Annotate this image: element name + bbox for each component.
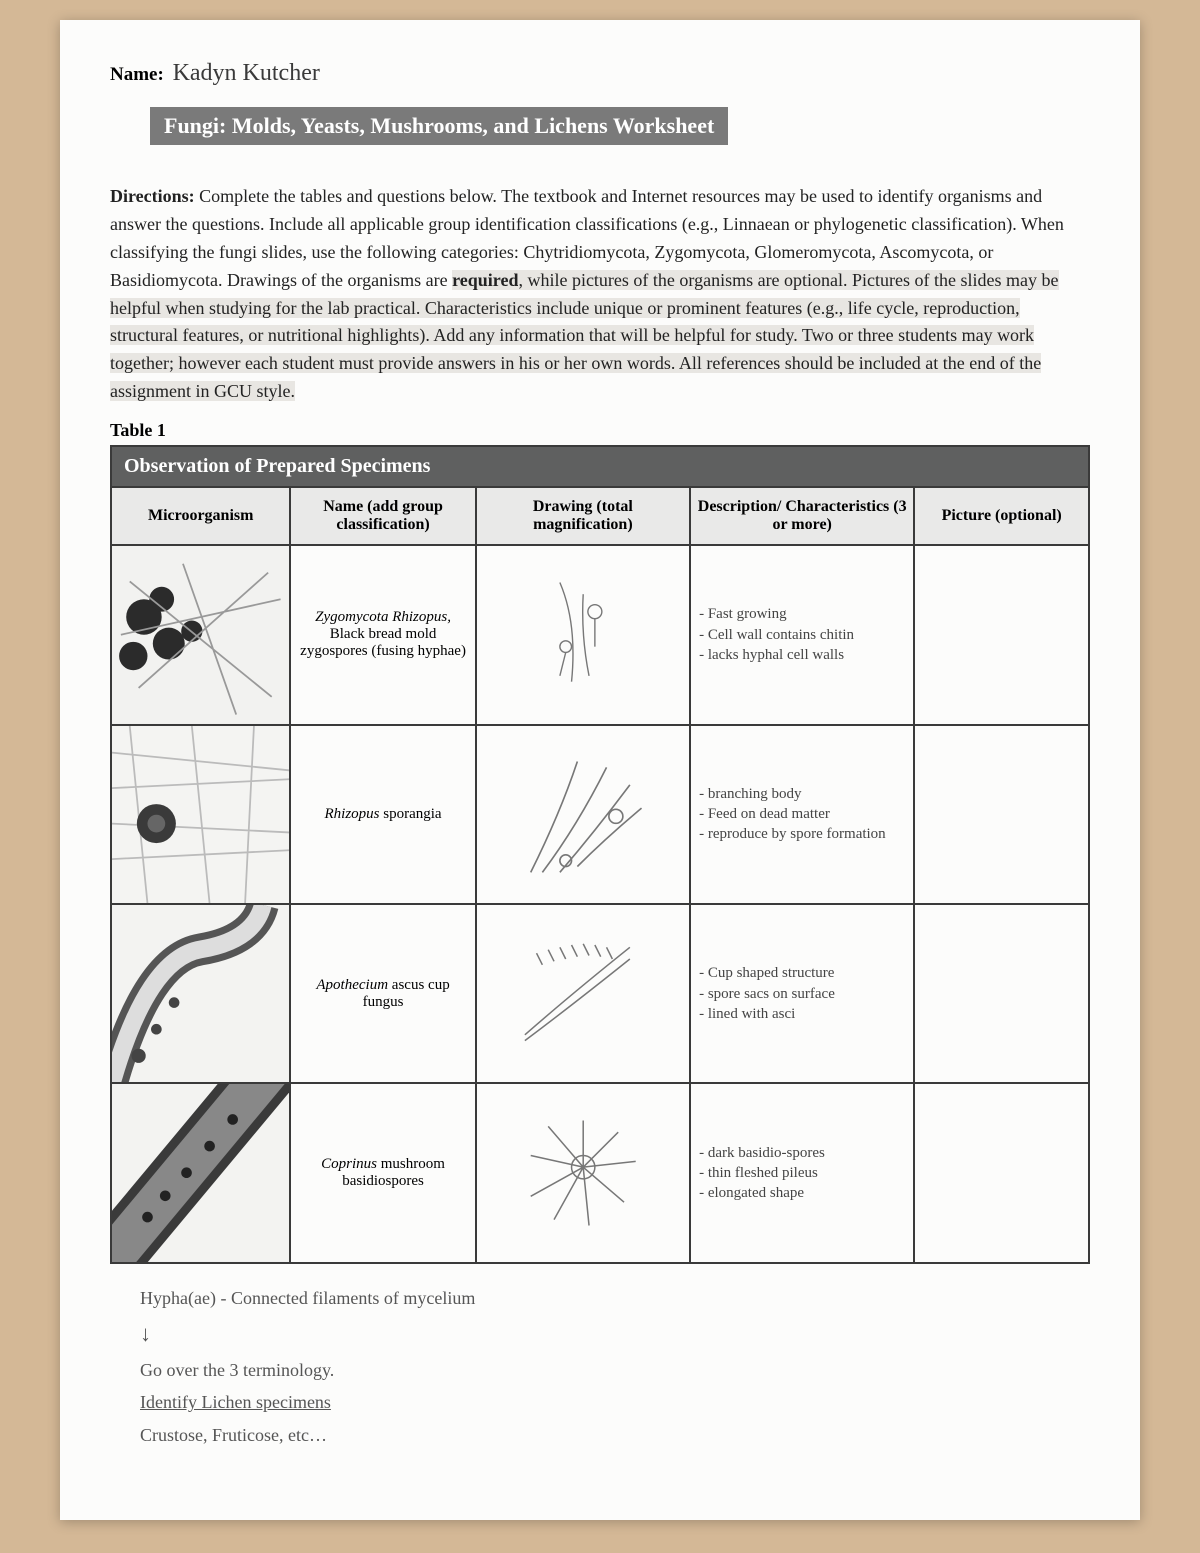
characteristic-item: lined with asci <box>699 1004 905 1024</box>
picture-cell <box>914 725 1089 904</box>
characteristic-item: dark basidio-spores <box>699 1143 905 1163</box>
name-cell: Coprinus mushroom basidiospores <box>290 1083 475 1262</box>
micrograph-icon <box>112 1084 289 1261</box>
name-italic: Coprinus <box>321 1156 377 1172</box>
drawing-cell <box>476 725 690 904</box>
col-microorganism: Microorganism <box>111 487 290 545</box>
micrograph-cell <box>111 545 290 724</box>
table-row: Apothecium ascus cup fungus Cup shaped s… <box>111 904 1089 1083</box>
worksheet-page: Name: Kadyn Kutcher Fungi: Molds, Yeasts… <box>60 20 1140 1520</box>
pencil-drawing-icon <box>485 565 681 705</box>
note-arrow: ↓ <box>140 1314 1090 1354</box>
micrograph-cell <box>111 725 290 904</box>
name-label: Name: <box>110 64 164 85</box>
note-identify: Identify Lichen specimens <box>140 1386 1090 1418</box>
picture-cell <box>914 1083 1089 1262</box>
description-cell: branching bodyFeed on dead matterreprodu… <box>690 725 914 904</box>
observation-table: Observation of Prepared Specimens Microo… <box>110 445 1090 1264</box>
characteristics-list: Cup shaped structurespore sacs on surfac… <box>699 963 905 1024</box>
bottom-notes: Hypha(ae) - Connected filaments of mycel… <box>140 1282 1090 1451</box>
col-description: Description/ Characteristics (3 or more) <box>690 487 914 545</box>
picture-cell <box>914 904 1089 1083</box>
name-italic: Rhizopus <box>325 806 380 822</box>
directions-label: Directions: <box>110 186 195 206</box>
table-header-row: Microorganism Name (add group classifica… <box>111 487 1089 545</box>
characteristic-item: branching body <box>699 784 905 804</box>
micrograph-icon <box>112 905 289 1082</box>
col-name: Name (add group classification) <box>290 487 475 545</box>
table-row: Zygomycota Rhizopus, Black bread mold zy… <box>111 545 1089 724</box>
name-italic: Apothecium <box>316 977 388 993</box>
characteristic-item: reproduce by spore formation <box>699 824 905 844</box>
micrograph-icon <box>112 546 289 723</box>
table-banner: Observation of Prepared Specimens <box>111 446 1089 487</box>
directions-required: required <box>452 270 518 290</box>
characteristic-item: lacks hyphal cell walls <box>699 645 905 665</box>
name-plain: sporangia <box>383 806 441 822</box>
name-plain: Black bread mold zygospores (fusing hyph… <box>300 626 466 659</box>
table-body: Zygomycota Rhizopus, Black bread mold zy… <box>111 545 1089 1263</box>
drawing-cell <box>476 1083 690 1262</box>
name-line: Name: Kadyn Kutcher <box>110 60 1090 87</box>
col-drawing: Drawing (total magnification) <box>476 487 690 545</box>
note-hyphae: Hypha(ae) - Connected filaments of mycel… <box>140 1282 1090 1314</box>
characteristic-item: Fast growing <box>699 604 905 624</box>
pencil-drawing-icon <box>485 744 681 884</box>
characteristic-item: Feed on dead matter <box>699 804 905 824</box>
characteristic-item: Cup shaped structure <box>699 963 905 983</box>
characteristics-list: Fast growingCell wall contains chitinlac… <box>699 604 905 665</box>
pencil-drawing-icon <box>485 1103 681 1243</box>
characteristics-list: dark basidio-sporesthin fleshed pileusel… <box>699 1143 905 1204</box>
drawing-cell <box>476 545 690 724</box>
student-name: Kadyn Kutcher <box>173 60 320 86</box>
name-italic: Zygomycota Rhizopus, <box>315 609 451 625</box>
pencil-drawing-icon <box>485 924 681 1064</box>
characteristic-item: Cell wall contains chitin <box>699 625 905 645</box>
directions-paragraph: Directions: Complete the tables and ques… <box>110 183 1090 406</box>
table-banner-row: Observation of Prepared Specimens <box>111 446 1089 487</box>
description-cell: dark basidio-sporesthin fleshed pileusel… <box>690 1083 914 1262</box>
note-terminology: Go over the 3 terminology. <box>140 1354 1090 1386</box>
micrograph-icon <box>112 726 289 903</box>
name-cell: Zygomycota Rhizopus, Black bread mold zy… <box>290 545 475 724</box>
drawing-cell <box>476 904 690 1083</box>
name-cell: Apothecium ascus cup fungus <box>290 904 475 1083</box>
picture-cell <box>914 545 1089 724</box>
table-row: Rhizopus sporangia branching bodyFeed on… <box>111 725 1089 904</box>
description-cell: Fast growingCell wall contains chitinlac… <box>690 545 914 724</box>
table-label: Table 1 <box>110 420 1090 441</box>
characteristics-list: branching bodyFeed on dead matterreprodu… <box>699 784 905 845</box>
description-cell: Cup shaped structurespore sacs on surfac… <box>690 904 914 1083</box>
micrograph-cell <box>111 1083 290 1262</box>
col-picture: Picture (optional) <box>914 487 1089 545</box>
characteristic-item: thin fleshed pileus <box>699 1163 905 1183</box>
characteristic-item: spore sacs on surface <box>699 984 905 1004</box>
micrograph-cell <box>111 904 290 1083</box>
name-cell: Rhizopus sporangia <box>290 725 475 904</box>
table-row: Coprinus mushroom basidiospores dark bas… <box>111 1083 1089 1262</box>
note-lichen-types: Crustose, Fruticose, etc… <box>140 1419 1090 1451</box>
worksheet-title: Fungi: Molds, Yeasts, Mushrooms, and Lic… <box>150 107 728 145</box>
characteristic-item: elongated shape <box>699 1183 905 1203</box>
